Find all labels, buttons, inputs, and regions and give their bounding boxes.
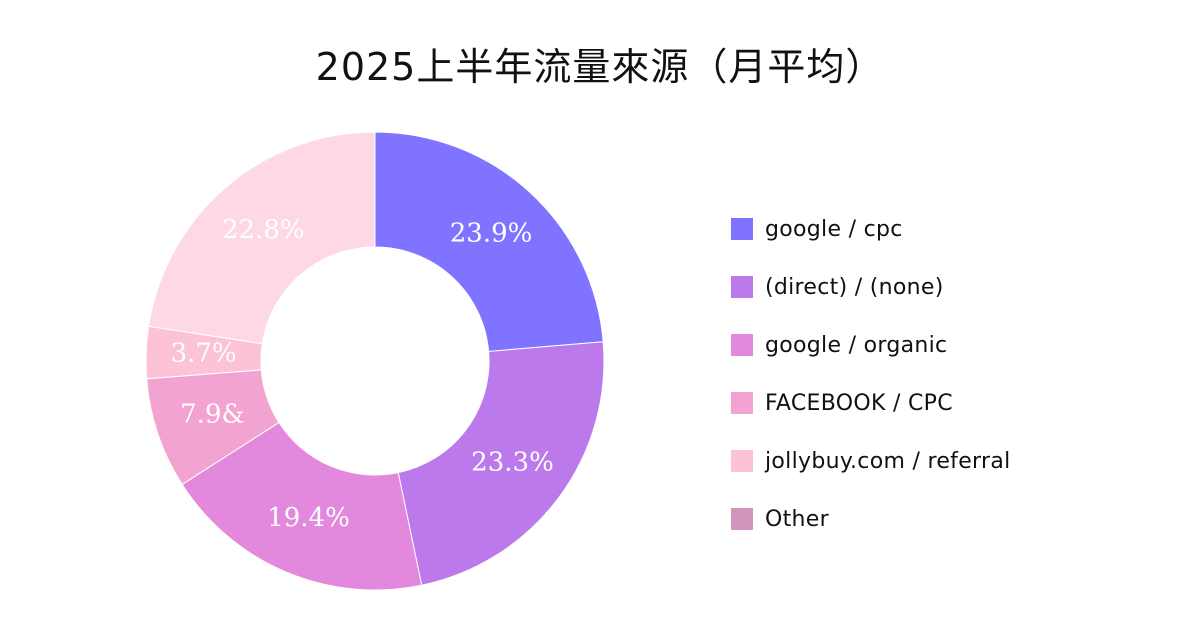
legend-label-5: Other xyxy=(765,506,829,532)
legend-swatch-5 xyxy=(731,508,753,530)
legend-label-4: jollybuy.com / referral xyxy=(765,448,1011,474)
legend-swatch-0 xyxy=(731,218,753,240)
legend-swatch-3 xyxy=(731,392,753,414)
slice-value-label-2: 19.4% xyxy=(267,503,350,533)
chart-title: 2025上半年流量來源（月平均） xyxy=(315,45,885,89)
legend-swatch-1 xyxy=(731,276,753,298)
legend-item-0: google / cpc xyxy=(731,200,1011,258)
slice-value-label-0: 23.9% xyxy=(450,219,533,249)
legend-label-3: FACEBOOK / CPC xyxy=(765,390,953,416)
legend-swatch-4 xyxy=(731,450,753,472)
slice-value-label-5: 22.8% xyxy=(222,215,305,245)
slice-value-label-3: 7.9& xyxy=(180,400,245,430)
donut-slice-0 xyxy=(374,131,604,352)
legend-item-4: jollybuy.com / referral xyxy=(731,432,1011,490)
legend-item-2: google / organic xyxy=(731,316,1011,374)
legend-item-1: (direct) / (none) xyxy=(731,258,1011,316)
donut-chart: 23.9% 23.3% 19.4% 7.9&3.7% 22.8% xyxy=(145,131,605,591)
donut-slice-5 xyxy=(148,131,376,345)
legend-label-1: (direct) / (none) xyxy=(765,274,944,300)
slice-value-label-1: 23.3% xyxy=(471,448,554,478)
slice-value-label-4: 3.7% xyxy=(171,339,237,369)
donut-slice-2 xyxy=(181,421,423,591)
legend-label-0: google / cpc xyxy=(765,216,903,242)
chart-legend: google / cpc (direct) / (none) google / or… xyxy=(731,200,1011,548)
legend-item-5: Other xyxy=(731,490,1011,548)
legend-item-3: FACEBOOK / CPC xyxy=(731,374,1011,432)
legend-swatch-2 xyxy=(731,334,753,356)
donut-slice-1 xyxy=(397,341,605,586)
legend-label-2: google / organic xyxy=(765,332,948,358)
